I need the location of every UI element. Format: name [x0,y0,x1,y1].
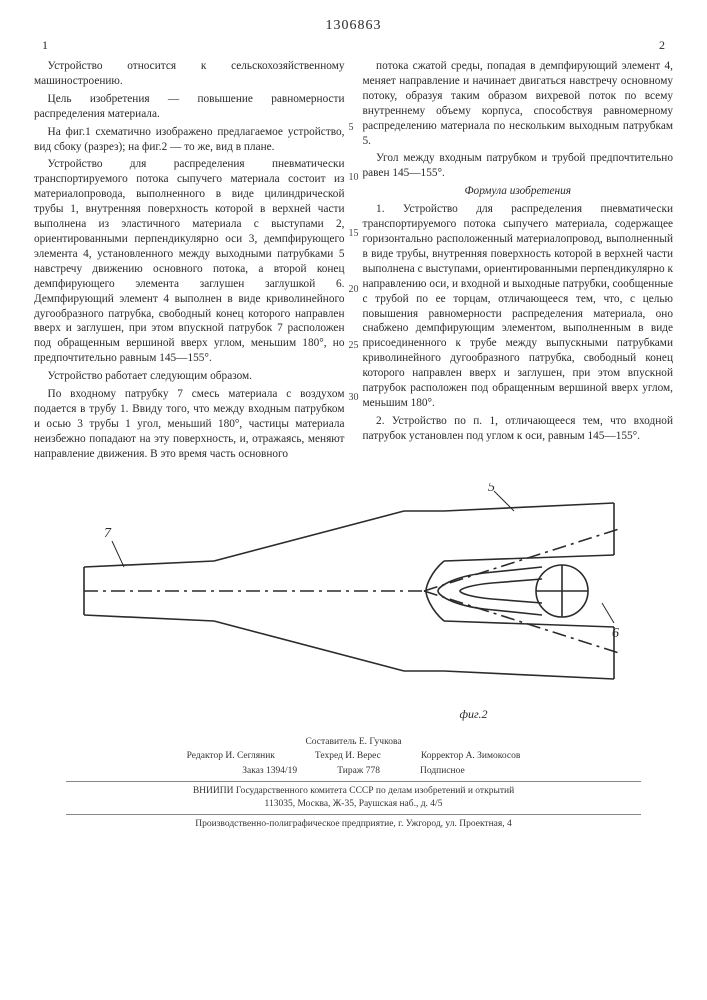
fig-label-5: 5 [488,483,495,495]
para: потока сжатой среды, попадая в демпфирую… [363,59,674,148]
line-num: 15 [349,227,359,240]
footer-org: ВНИИПИ Государственного комитета СССР по… [34,785,673,798]
footer-tirazh: Тираж 778 [337,765,380,778]
line-num: 20 [349,283,359,296]
text-columns: Устройство относится к сельскохозяйствен… [34,59,673,465]
footer-corrector: Корректор А. Зимокосов [421,750,521,763]
line-num: 10 [349,171,359,184]
footer-addr2: Производственно-полиграфическое предприя… [34,818,673,831]
figure-2-diagram: 7 5 6 [74,483,634,703]
patent-number: 1306863 [34,18,673,34]
line-num: 5 [349,121,354,134]
col-num-right: 2 [659,38,665,53]
para: Угол между входным патрубком и трубой пр… [363,151,674,181]
para: Устройство работает следующим образом. [34,369,345,384]
para: По входному патрубку 7 смесь материала с… [34,387,345,462]
right-column: 5 10 15 20 25 30 потока сжатой среды, по… [363,59,674,465]
para: Цель изобретения — повышение равномернос… [34,92,345,122]
line-num: 30 [349,391,359,404]
para: 1. Устройство для распределения пневмати… [363,202,674,411]
fig-label-6: 6 [612,626,619,641]
left-column: Устройство относится к сельскохозяйствен… [34,59,345,465]
patent-page: 1306863 1 2 Устройство относится к сельс… [0,0,707,840]
para: Устройство относится к сельскохозяйствен… [34,59,345,89]
para: Устройство для распределения пневматичес… [34,157,345,366]
para: 2. Устройство по п. 1, отличающееся тем,… [363,414,674,444]
column-numbers: 1 2 [42,38,665,53]
fig-label-7: 7 [104,526,112,541]
formula-header: Формула изобретения [363,184,674,199]
footer-order: Заказ 1394/19 [242,765,297,778]
footer-subscr: Подписное [420,765,465,778]
footer-addr1: 113035, Москва, Ж-35, Раушская наб., д. … [34,798,673,811]
line-num: 25 [349,339,359,352]
col-num-left: 1 [42,38,48,53]
footer-compiler: Составитель Е. Гучкова [34,736,673,749]
imprint-footer: Составитель Е. Гучкова Редактор И. Сегля… [34,736,673,831]
para: На фиг.1 схематично изображено предлагае… [34,125,345,155]
footer-editor: Редактор И. Сегляник [187,750,275,763]
footer-tech: Техред И. Верес [315,750,381,763]
figure-caption: фиг.2 [274,707,673,722]
